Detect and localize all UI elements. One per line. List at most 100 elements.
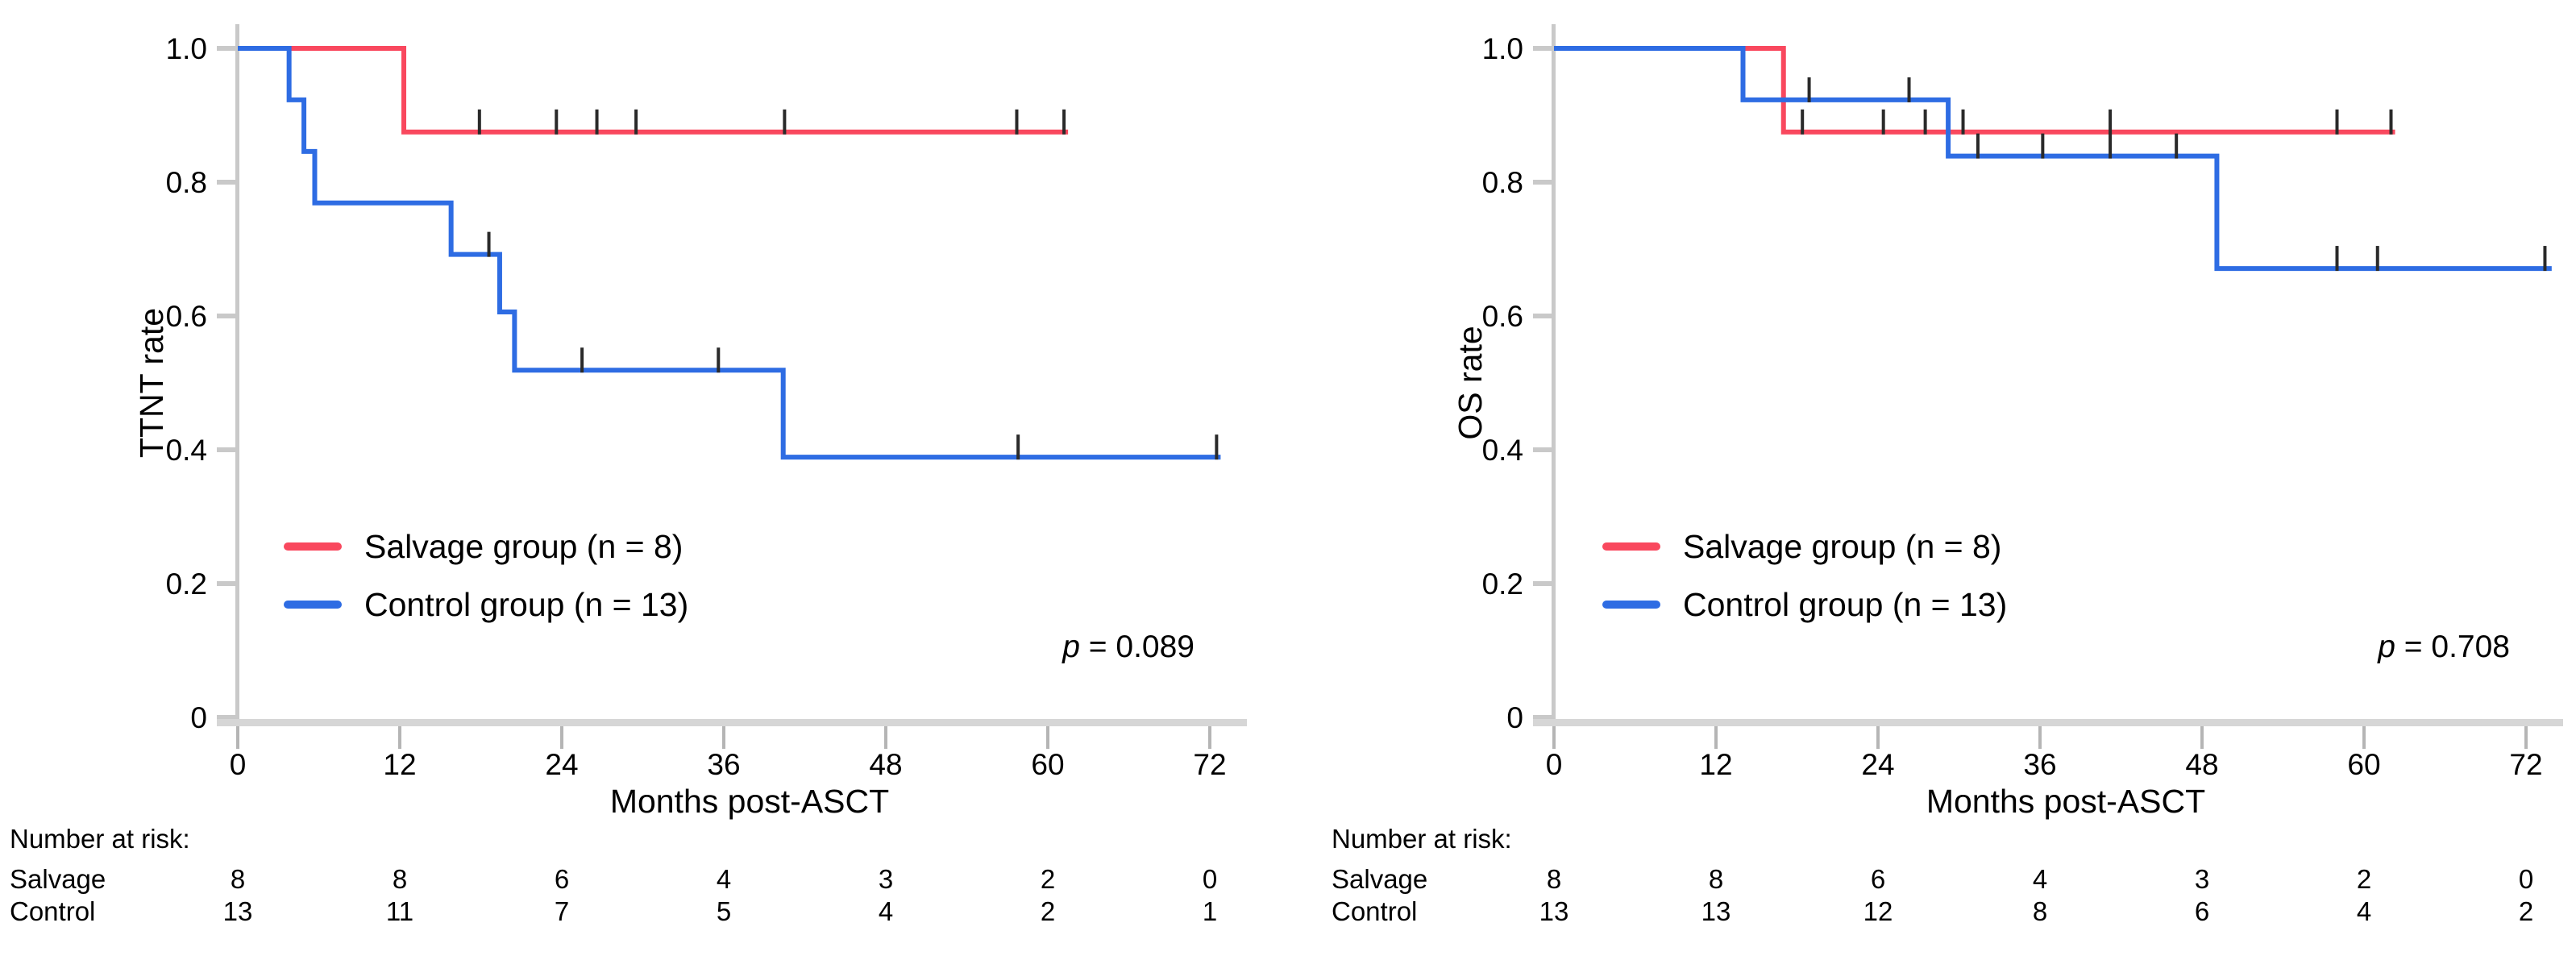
x-tick-label: 72 bbox=[2509, 748, 2542, 781]
risk-value: 11 bbox=[386, 896, 413, 926]
x-tick bbox=[884, 726, 887, 749]
risk-value: 4 bbox=[2033, 864, 2047, 894]
risk-value: 12 bbox=[1863, 896, 1893, 926]
risk-value: 4 bbox=[2357, 896, 2371, 926]
censor-tick-salvage bbox=[783, 109, 787, 135]
x-tick bbox=[2200, 726, 2204, 749]
risk-value: 2 bbox=[2519, 896, 2533, 926]
risk-table-title: Number at risk: bbox=[1332, 824, 1512, 854]
risk-table-title: Number at risk: bbox=[10, 824, 190, 854]
y-tick bbox=[1533, 447, 1552, 452]
legend-label-salvage: Salvage group (n = 8) bbox=[364, 528, 683, 565]
x-tick bbox=[1208, 726, 1211, 749]
y-tick-label: 0 bbox=[1506, 701, 1523, 734]
censor-tick-control bbox=[2175, 133, 2179, 159]
x-tick-label: 36 bbox=[707, 748, 740, 781]
x-tick-label: 0 bbox=[230, 748, 247, 781]
y-tick-label: 0.6 bbox=[166, 300, 207, 333]
y-axis-title: OS rate bbox=[1452, 326, 1489, 439]
risk-value: 8 bbox=[1709, 864, 1723, 894]
censor-tick-salvage bbox=[1923, 109, 1927, 135]
x-tick-label: 12 bbox=[1699, 748, 1732, 781]
censor-tick-salvage bbox=[1015, 109, 1019, 135]
legend-swatch-control bbox=[284, 601, 342, 609]
legend-label-control: Control group (n = 13) bbox=[364, 586, 688, 623]
p-value-label: p = 0.089 bbox=[1062, 630, 1195, 664]
legend-swatch-salvage bbox=[1602, 542, 1660, 551]
risk-value: 4 bbox=[879, 896, 893, 926]
censor-tick-control bbox=[2375, 246, 2379, 272]
censor-tick-salvage bbox=[1881, 109, 1885, 135]
censor-tick-control bbox=[1215, 434, 1219, 460]
x-tick-label: 24 bbox=[1861, 748, 1894, 781]
x-tick-label: 48 bbox=[869, 748, 902, 781]
risk-value: 2 bbox=[1041, 896, 1055, 926]
risk-value: 8 bbox=[1547, 864, 1561, 894]
x-tick bbox=[2038, 726, 2042, 749]
y-tick-label: 0.8 bbox=[1482, 166, 1523, 199]
y-tick-label: 0 bbox=[190, 701, 207, 734]
risk-row-label-salvage: Salvage bbox=[10, 864, 106, 894]
y-tick-label: 0.8 bbox=[166, 166, 207, 199]
legend-label-control: Control group (n = 13) bbox=[1683, 586, 2007, 623]
y-tick-label: 0.4 bbox=[1482, 434, 1523, 467]
y-tick-label: 0.2 bbox=[166, 567, 207, 601]
risk-value: 5 bbox=[717, 896, 731, 926]
censor-tick-control bbox=[580, 347, 584, 373]
x-tick bbox=[1046, 726, 1049, 749]
risk-value: 13 bbox=[1539, 896, 1569, 926]
y-tick-label: 1.0 bbox=[1482, 32, 1523, 65]
x-tick-label: 60 bbox=[2347, 748, 2380, 781]
x-tick bbox=[1552, 726, 1556, 749]
censor-tick-salvage bbox=[595, 109, 599, 135]
x-tick-label: 12 bbox=[383, 748, 416, 781]
censor-tick-control bbox=[717, 347, 721, 373]
km-curve-control bbox=[238, 46, 1221, 460]
x-axis-line bbox=[1533, 719, 2563, 726]
x-tick bbox=[2362, 726, 2366, 749]
y-tick bbox=[1533, 314, 1552, 318]
x-tick-label: 48 bbox=[2185, 748, 2218, 781]
km-curve-salvage bbox=[238, 46, 1069, 135]
y-tick bbox=[1533, 581, 1552, 586]
legend-swatch-control bbox=[1602, 601, 1660, 609]
risk-row-label-control: Control bbox=[1332, 896, 1417, 926]
risk-value: 13 bbox=[223, 896, 253, 926]
risk-value: 13 bbox=[1701, 896, 1731, 926]
risk-value: 2 bbox=[2357, 864, 2371, 894]
x-tick bbox=[236, 726, 239, 749]
x-tick bbox=[398, 726, 401, 749]
censor-tick-salvage bbox=[1062, 109, 1066, 135]
risk-value: 8 bbox=[2033, 896, 2047, 926]
risk-value: 8 bbox=[393, 864, 407, 894]
km-curve-salvage bbox=[1554, 46, 2395, 135]
censor-tick-control bbox=[2041, 133, 2045, 159]
censor-tick-salvage bbox=[2109, 109, 2113, 135]
censor-tick-salvage bbox=[1961, 109, 1965, 135]
censor-tick-control bbox=[1016, 434, 1020, 460]
panel-ttnt-rate: TTNT rate p = 0.089 bbox=[133, 24, 1247, 749]
censor-tick-control bbox=[487, 231, 491, 257]
y-tick-label: 0.6 bbox=[1482, 300, 1523, 333]
x-tick bbox=[560, 726, 563, 749]
censor-tick-control bbox=[1807, 77, 1811, 102]
risk-value: 0 bbox=[1203, 864, 1217, 894]
panel-os-rate: OS rate p = 0.708 bbox=[1452, 24, 2563, 749]
km-curve-control bbox=[1554, 46, 2552, 272]
y-tick bbox=[217, 447, 236, 452]
y-tick bbox=[1533, 715, 1552, 720]
y-tick bbox=[217, 180, 236, 185]
risk-value: 6 bbox=[555, 864, 569, 894]
censor-tick-control bbox=[1907, 77, 1911, 102]
x-axis-title: Months post-ASCT bbox=[610, 783, 889, 820]
censor-tick-salvage bbox=[2389, 109, 2393, 135]
risk-value: 4 bbox=[717, 864, 731, 894]
legend-swatch-salvage bbox=[284, 542, 342, 551]
x-tick-label: 24 bbox=[545, 748, 578, 781]
risk-value: 3 bbox=[879, 864, 893, 894]
censor-tick-control bbox=[2109, 133, 2113, 159]
censor-tick-salvage bbox=[634, 109, 638, 135]
x-tick-label: 72 bbox=[1193, 748, 1226, 781]
risk-value: 8 bbox=[231, 864, 245, 894]
censor-tick-salvage bbox=[555, 109, 559, 135]
